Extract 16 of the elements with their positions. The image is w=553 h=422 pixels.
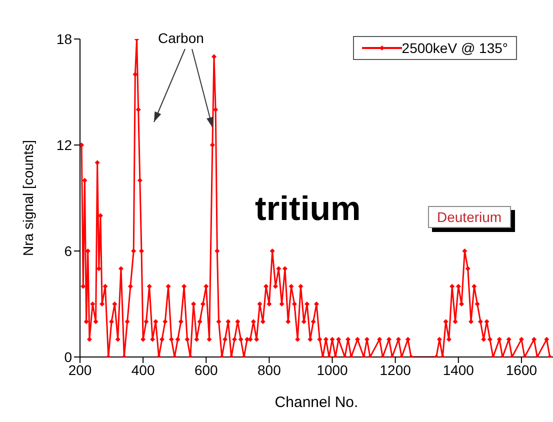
x-tick-label: 1200: [380, 362, 412, 378]
x-tick-label: 1400: [442, 362, 474, 378]
annotation: tritium: [255, 190, 361, 229]
y-tick-label: 6: [64, 242, 72, 259]
y-tick-label: 12: [56, 136, 72, 153]
y-axis-title: Nra signal [counts]: [20, 140, 36, 256]
x-tick-label: 1000: [316, 362, 348, 378]
annotation: Carbon: [158, 30, 204, 46]
x-tick-label: 600: [194, 362, 218, 378]
x-tick-label: 800: [258, 362, 282, 378]
legend-label: 2500keV @ 135°: [402, 40, 508, 56]
x-tick-label: 1600: [506, 362, 538, 378]
y-tick-label: 18: [56, 30, 72, 47]
annotation: Deuterium: [428, 206, 511, 228]
x-tick-label: 400: [131, 362, 155, 378]
x-axis-title: Channel No.: [274, 394, 358, 411]
